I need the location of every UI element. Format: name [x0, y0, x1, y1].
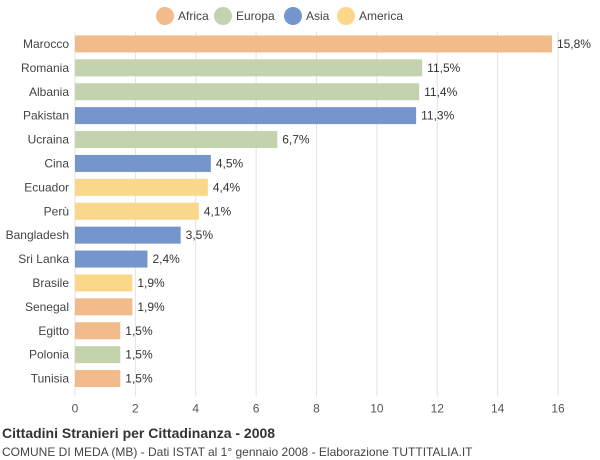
category-label: Egitto: [38, 324, 69, 338]
legend-swatch: [337, 7, 355, 25]
value-label: 2,4%: [152, 252, 180, 266]
category-label: Pakistan: [23, 109, 69, 123]
category-label: Ucraina: [28, 133, 70, 147]
bar-senegal: [75, 298, 133, 316]
value-label: 1,9%: [137, 276, 165, 290]
legend-swatch: [284, 7, 302, 25]
chart-subtitle: COMUNE DI MEDA (MB) - Dati ISTAT al 1° g…: [2, 445, 473, 459]
x-tick-label: 10: [370, 402, 384, 416]
bar-sri-lanka: [75, 250, 148, 268]
value-label: 11,4%: [424, 85, 457, 99]
legend-swatch: [156, 7, 174, 25]
bar-egitto: [75, 322, 121, 340]
category-label: Brasile: [32, 276, 69, 290]
x-tick-label: 4: [192, 402, 199, 416]
category-label: Cina: [44, 156, 69, 170]
value-label: 11,3%: [421, 109, 454, 123]
bar-polonia: [75, 346, 121, 364]
legend-item-asia: Asia: [284, 6, 329, 26]
bar-albania: [75, 83, 420, 101]
bar-tunisia: [75, 370, 121, 388]
category-label: Marocco: [23, 37, 69, 51]
category-label: Sri Lanka: [18, 252, 69, 266]
value-label: 4,1%: [204, 204, 232, 218]
x-tick-label: 0: [72, 402, 79, 416]
value-label: 4,4%: [213, 180, 241, 194]
bar-bangladesh: [75, 226, 181, 244]
value-label: 15,8%: [557, 37, 591, 51]
bar-romania: [75, 59, 423, 77]
value-label: 6,7%: [282, 133, 310, 147]
legend-item-africa: Africa: [156, 6, 209, 26]
legend-label: Asia: [306, 9, 330, 23]
value-label: 1,9%: [137, 300, 165, 314]
category-label: Perù: [44, 204, 69, 218]
value-label: 11,5%: [427, 61, 460, 75]
legend-label: America: [359, 9, 404, 23]
category-label: Ecuador: [24, 180, 69, 194]
category-label: Polonia: [29, 348, 69, 362]
category-label: Bangladesh: [6, 228, 69, 242]
bar-brasile: [75, 274, 133, 292]
x-tick-label: 6: [253, 402, 260, 416]
chart-title: Cittadini Stranieri per Cittadinanza - 2…: [2, 425, 276, 441]
category-label: Senegal: [25, 300, 69, 314]
value-label: 1,5%: [125, 324, 153, 338]
legend-label: Africa: [178, 9, 209, 23]
x-tick-label: 2: [132, 402, 139, 416]
value-label: 3,5%: [186, 228, 214, 242]
legend-swatch: [214, 7, 232, 25]
value-label: 1,5%: [125, 348, 153, 362]
legend: Africa Europa Asia America: [0, 6, 600, 26]
bar-ucraina: [75, 131, 278, 149]
bar-chart: 0 2 4 6 8 10 12 14 16 Marocco 15,8% Romania 11,5% Alb…: [6, 32, 591, 416]
legend-item-europa: Europa: [214, 6, 275, 26]
category-label: Albania: [29, 85, 69, 99]
bar-pakistan: [75, 107, 417, 125]
bar-ecuador: [75, 178, 208, 196]
category-label: Romania: [21, 61, 69, 75]
legend-label: Europa: [236, 9, 275, 23]
bar-per-: [75, 202, 199, 220]
x-tick-label: 14: [491, 402, 505, 416]
x-tick-label: 12: [431, 402, 445, 416]
category-label: Tunisia: [31, 372, 70, 386]
value-label: 1,5%: [125, 372, 153, 386]
value-label: 4,5%: [216, 156, 244, 170]
x-tick-label: 8: [313, 402, 320, 416]
x-tick-label: 16: [551, 402, 565, 416]
bar-cina: [75, 154, 211, 172]
legend-item-america: America: [337, 6, 403, 26]
bar-marocco: [75, 35, 552, 53]
